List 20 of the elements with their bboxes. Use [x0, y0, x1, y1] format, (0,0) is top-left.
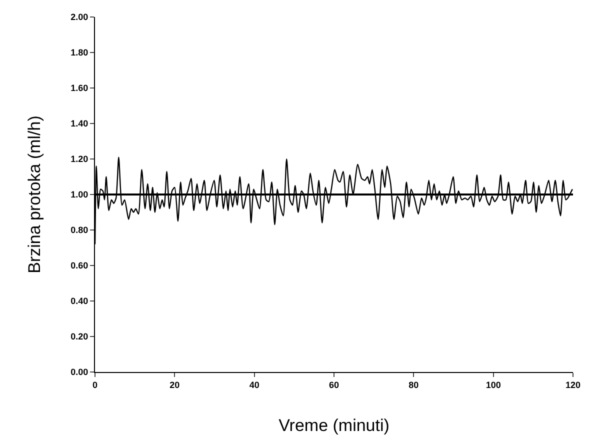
- x-tick-label: 60: [328, 380, 340, 390]
- y-tick-label: 2.00: [70, 12, 88, 22]
- y-tick-label: 1.20: [70, 154, 88, 164]
- y-tick-label: 0.40: [70, 296, 88, 306]
- y-tick-label: 1.00: [70, 190, 88, 200]
- y-axis-title: Brzina protoka (ml/h): [25, 116, 44, 274]
- y-tick-label: 0.60: [70, 260, 88, 271]
- x-tick-label: 0: [92, 380, 98, 390]
- y-tick-label: 1.40: [70, 118, 88, 129]
- y-tick-label: 0.80: [70, 225, 88, 236]
- y-tick-label: 1.60: [70, 83, 88, 94]
- y-tick-label: 1.80: [70, 48, 88, 58]
- y-tick-label: 0.00: [70, 367, 88, 378]
- x-tick-label: 80: [408, 380, 419, 390]
- x-tick-label: 120: [565, 380, 581, 390]
- x-tick-label: 20: [170, 380, 180, 390]
- x-tick-label: 40: [249, 380, 260, 390]
- x-tick-label: 100: [486, 380, 501, 390]
- y-tick-label: 0.20: [70, 332, 88, 342]
- x-axis-title: Vreme (minuti): [278, 416, 390, 436]
